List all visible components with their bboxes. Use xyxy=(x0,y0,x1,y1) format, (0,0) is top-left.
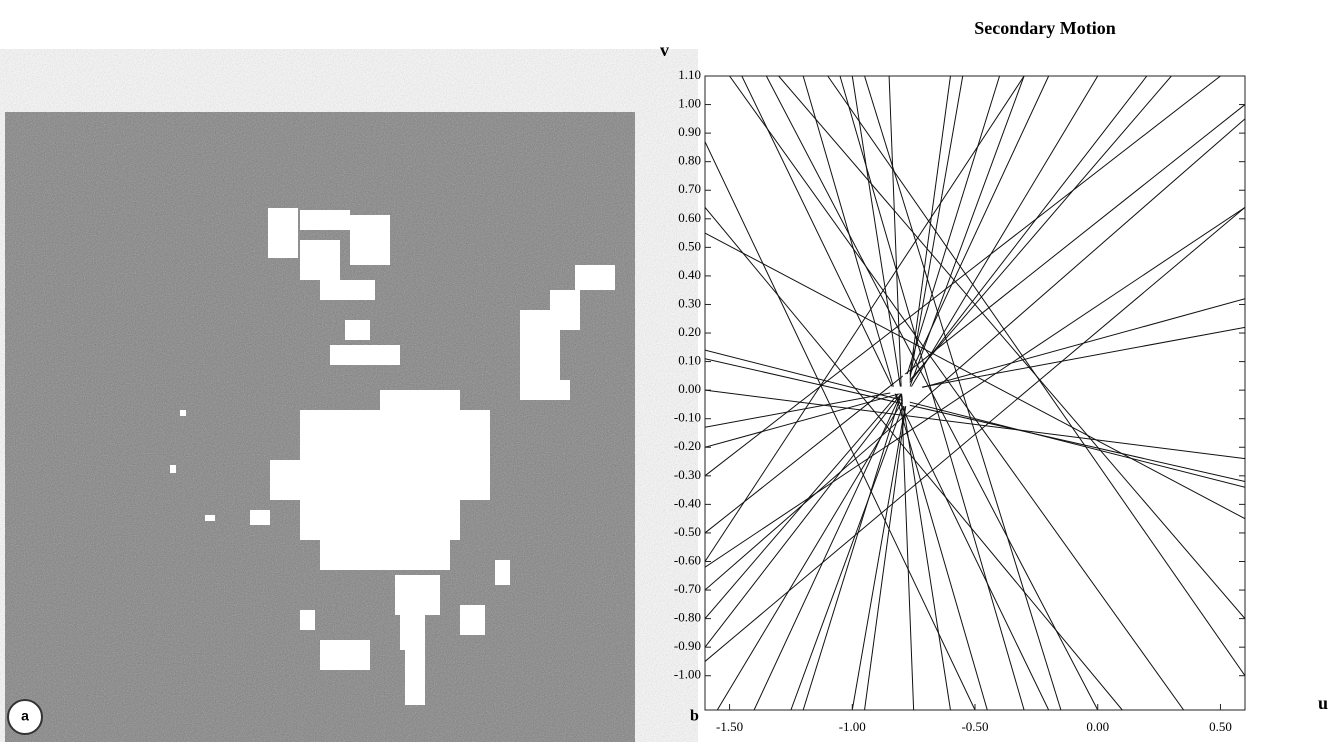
motion-blobs xyxy=(170,208,615,705)
y-tick-label: -0.60 xyxy=(674,552,701,567)
y-tick-label: 0.40 xyxy=(678,267,701,282)
constraint-line xyxy=(705,207,1123,710)
constraint-line xyxy=(839,76,1025,710)
x-tick-label: -0.50 xyxy=(961,719,988,734)
y-tick-label: 0.00 xyxy=(678,381,701,396)
x-tick-label: -1.50 xyxy=(716,719,743,734)
y-tick-label: 0.50 xyxy=(678,238,701,253)
y-tick-label: 0.70 xyxy=(678,181,701,196)
y-tick-label: 0.30 xyxy=(678,295,701,310)
y-tick-label: -1.00 xyxy=(674,667,701,682)
constraint-lines xyxy=(705,76,1245,710)
estimate-cross xyxy=(890,374,923,407)
constraint-line xyxy=(705,76,1221,477)
y-tick-label: 0.60 xyxy=(678,210,701,225)
y-tick-label: 1.10 xyxy=(678,67,701,82)
y-tick-label: 0.80 xyxy=(678,153,701,168)
y-tick-label: -0.50 xyxy=(674,524,701,539)
panel-label: a xyxy=(21,708,29,724)
chart-title: Secondary Motion xyxy=(974,18,1116,38)
constraint-line xyxy=(864,76,1062,710)
panel-a: a xyxy=(5,112,635,742)
constraint-line xyxy=(705,76,1148,648)
constraint-line xyxy=(705,118,1245,591)
y-tick-label: -0.90 xyxy=(674,638,701,653)
constraint-line xyxy=(778,76,1245,619)
y-tick-label: -0.30 xyxy=(674,467,701,482)
constraint-line xyxy=(705,206,1245,662)
y-tick-label: 0.10 xyxy=(678,353,701,368)
y-tick-label: -0.70 xyxy=(674,581,701,596)
constraint-line xyxy=(705,76,1172,619)
y-tick-label: -0.20 xyxy=(674,438,701,453)
constraint-line xyxy=(705,389,1245,460)
constraint-line xyxy=(705,326,1245,428)
constraint-line xyxy=(729,76,1185,710)
constraint-line xyxy=(705,358,1245,483)
y-tick-label: -0.80 xyxy=(674,610,701,625)
y-axis-label: v xyxy=(660,40,669,60)
x-tick-label: 0.50 xyxy=(1209,719,1232,734)
plot-frame xyxy=(704,75,1246,711)
panel-label: b xyxy=(690,708,699,725)
x-tick-label: -1.00 xyxy=(839,719,866,734)
panel-badge xyxy=(7,699,43,735)
x-axis-label: u xyxy=(1318,693,1328,713)
y-tick-label: 1.00 xyxy=(678,96,701,111)
constraint-line xyxy=(705,232,1245,520)
constraint-line xyxy=(705,298,1245,448)
y-tick-label: -0.40 xyxy=(674,495,701,510)
constraint-line xyxy=(705,104,1245,534)
y-tick-label: 0.20 xyxy=(678,324,701,339)
x-tick-label: 0.00 xyxy=(1086,719,1109,734)
y-tick-label: -0.10 xyxy=(674,410,701,425)
y-tick-label: 0.90 xyxy=(678,124,701,139)
constraint-line xyxy=(705,206,1245,568)
constraint-line xyxy=(827,76,1245,677)
constraint-line xyxy=(705,76,1025,562)
